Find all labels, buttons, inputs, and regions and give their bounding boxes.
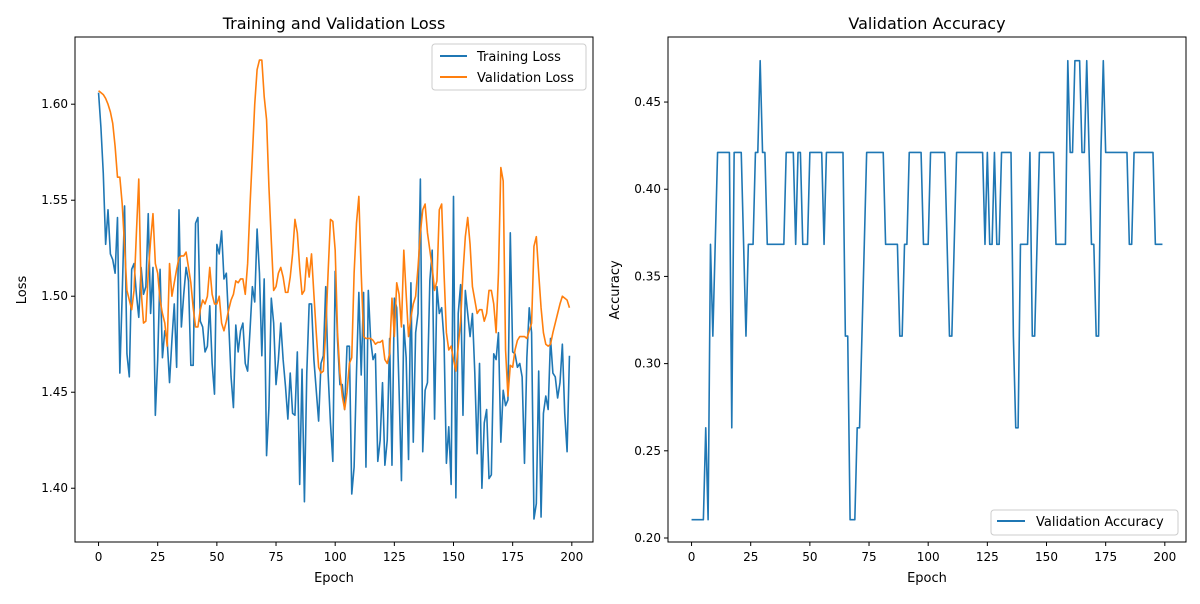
loss-chart-title: Training and Validation Loss: [222, 14, 446, 33]
legend-training-loss-label: Training Loss: [476, 50, 561, 65]
accuracy-legend: Validation Accuracy: [990, 509, 1179, 536]
loss-x-axis-label: Epoch: [314, 571, 354, 586]
loss-x-tick-label: 125: [383, 550, 406, 564]
accuracy-y-tick-label: 0.45: [634, 95, 661, 109]
legend-validation-accuracy-label: Validation Accuracy: [1036, 515, 1164, 530]
accuracy-legend-box: [990, 509, 1179, 536]
accuracy-subplot: Validation Accuracy Epoch Accuracy 0 25 50…: [608, 14, 1187, 586]
accuracy-y-tick-label: 0.35: [634, 269, 661, 283]
accuracy-y-tick-label: 0.40: [634, 182, 661, 196]
accuracy-y-tick-label: 0.20: [634, 531, 661, 545]
accuracy-x-tick-label: 50: [802, 550, 817, 564]
loss-legend: Training Loss Validation Loss: [431, 43, 587, 91]
loss-y-tick-label: 1.40: [41, 481, 68, 495]
loss-x-tick-label: 50: [209, 550, 224, 564]
accuracy-x-tick-label: 125: [976, 550, 999, 564]
accuracy-y-axis-label: Accuracy: [608, 260, 623, 320]
validation-loss-line: [98, 59, 571, 411]
loss-subplot: Training and Validation Loss Epoch Loss …: [15, 14, 594, 586]
accuracy-plot-area: [691, 59, 1163, 521]
loss-y-tick-label: 1.50: [41, 289, 68, 303]
legend-validation-loss-label: Validation Loss: [477, 71, 574, 86]
loss-axes-frame: [74, 36, 594, 543]
loss-y-tick-label: 1.45: [41, 385, 68, 399]
loss-legend-box: [431, 43, 587, 91]
loss-x-tick-label: 25: [150, 550, 165, 564]
loss-x-tick-label: 0: [95, 550, 103, 564]
loss-y-tick-label: 1.55: [41, 193, 68, 207]
accuracy-chart-title: Validation Accuracy: [848, 14, 1005, 33]
accuracy-x-tick-label: 75: [861, 550, 876, 564]
loss-x-tick-label: 175: [501, 550, 524, 564]
accuracy-axes-frame: [667, 36, 1187, 543]
accuracy-x-tick-label: 150: [1035, 550, 1058, 564]
accuracy-x-axis-label: Epoch: [907, 571, 947, 586]
loss-y-axis-label: Loss: [15, 276, 30, 305]
accuracy-x-tick-label: 200: [1153, 550, 1176, 564]
loss-plot-area: [97, 59, 571, 520]
accuracy-x-tick-label: 100: [917, 550, 940, 564]
loss-ticks: 0 25 50 75 100 125 150 175 200 1.40 1.45 1.50 1.55 1.…: [41, 97, 583, 564]
accuracy-x-tick-label: 25: [743, 550, 758, 564]
loss-y-tick-label: 1.60: [41, 97, 68, 111]
loss-x-tick-label: 150: [442, 550, 465, 564]
loss-x-tick-label: 75: [268, 550, 283, 564]
accuracy-x-tick-label: 175: [1094, 550, 1117, 564]
accuracy-x-tick-label: 0: [688, 550, 696, 564]
training-loss-line: [97, 92, 571, 520]
accuracy-y-tick-label: 0.30: [634, 357, 661, 371]
loss-x-tick-label: 200: [560, 550, 583, 564]
loss-x-tick-label: 100: [324, 550, 347, 564]
accuracy-ticks: 0 25 50 75 100 125 150 175 200 0.20 0.25 0.30 0.35 0.…: [634, 95, 1176, 564]
validation-accuracy-line: [691, 59, 1163, 521]
accuracy-y-tick-label: 0.25: [634, 444, 661, 458]
